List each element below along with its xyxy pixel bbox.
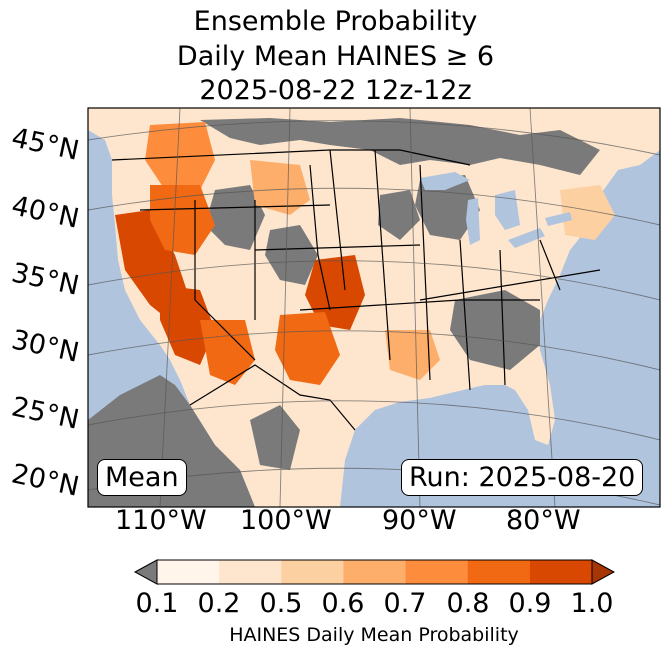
colorbar-frame (156, 559, 593, 585)
high-prob-texas-panhandle (305, 255, 365, 330)
colorbar-tick-0: 0.1 (135, 588, 179, 619)
lake-michigan (466, 198, 480, 245)
lon-label-110: 110°W (115, 505, 207, 536)
colorbar-cell-6 (529, 560, 593, 584)
lake-huron (495, 190, 520, 230)
missing-patch-midwest (378, 190, 420, 240)
lon-label-80: 80°W (506, 505, 581, 536)
lake-ontario (545, 212, 572, 226)
high-prob-gulf-coast (385, 330, 440, 380)
title-line-2: Daily Mean HAINES ≥ 6 (176, 41, 495, 72)
run-label-box: Run: 2025-08-20 (401, 459, 644, 496)
high-prob-nevada (150, 185, 215, 255)
high-prob-pacific-northwest (145, 122, 215, 200)
title-line-3: 2025-08-22 12z-12z (199, 75, 472, 106)
high-prob-northeast (560, 185, 615, 240)
lake-erie (508, 228, 545, 248)
high-prob-southwest (160, 285, 215, 365)
colorbar-tick-7: 1.0 (570, 588, 614, 619)
colorbar-tick-2: 0.5 (259, 588, 303, 619)
colorbar-cell-2 (281, 560, 344, 584)
lon-label-100: 100°W (240, 505, 332, 536)
colorbar-cell-3 (343, 560, 407, 584)
state-borders (111, 149, 601, 431)
missing-patch-southeast (450, 290, 540, 370)
map-frame (87, 107, 661, 508)
canada-missing (200, 118, 600, 175)
missing-patch-rockies (205, 185, 265, 250)
colorbar-tick-1: 0.2 (197, 588, 241, 619)
colorbar-tick-5: 0.8 (446, 588, 490, 619)
colorbar-tick-3: 0.6 (321, 588, 365, 619)
colorbar-tick-4: 0.7 (383, 588, 427, 619)
high-prob-arizona (200, 320, 255, 385)
high-prob-colorado (250, 160, 310, 215)
high-prob-new-mexico (275, 312, 340, 385)
lon-label-90: 90°W (382, 505, 457, 536)
lake-superior (420, 172, 470, 190)
colorbar-tick-6: 0.9 (508, 588, 552, 619)
colorbar-cell-0 (157, 560, 220, 584)
graticule (88, 108, 660, 507)
missing-patch-mexico-north (250, 405, 300, 470)
colorbar (133, 559, 616, 585)
colorbar-over-arrow (591, 559, 616, 585)
missing-patch-plains (265, 225, 318, 285)
title-line-1: Ensemble Probability (193, 6, 478, 37)
gulf-of-mexico (355, 385, 520, 480)
colorbar-cell-4 (405, 560, 469, 584)
colorbar-label: HAINES Daily Mean Probability (229, 624, 519, 646)
stat-label-box: Mean (97, 459, 187, 496)
colorbar-cell-5 (467, 560, 531, 584)
colorbar-cell-1 (219, 560, 282, 584)
colorbar-under-arrow (133, 559, 158, 585)
